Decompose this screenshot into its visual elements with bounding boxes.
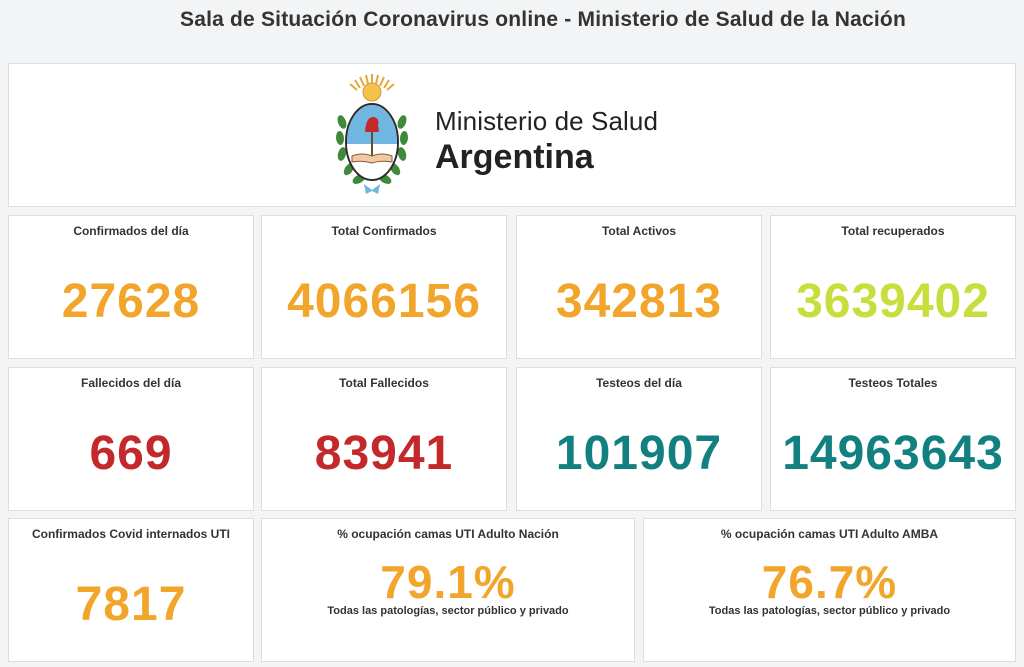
stat-label: Total Confirmados	[331, 224, 437, 238]
card-fallecidos-dia: Fallecidos del día 669	[8, 367, 254, 511]
card-total-fallecidos: Total Fallecidos 83941	[261, 367, 507, 511]
stat-value: 83941	[314, 427, 454, 480]
card-confirmados-dia: Confirmados del día 27628	[8, 215, 254, 359]
ministry-logo-card: Ministerio de Salud Argentina	[8, 63, 1016, 207]
card-testeos-totales: Testeos Totales 14963643	[770, 367, 1016, 511]
stat-value: 342813	[555, 275, 723, 328]
stat-value: 101907	[555, 427, 723, 480]
argentina-coat-of-arms-icon	[335, 74, 409, 194]
stat-value: 27628	[61, 275, 201, 328]
page-title: Sala de Situación Coronavirus online - M…	[179, 8, 906, 31]
stat-label: Testeos Totales	[848, 376, 938, 390]
stat-label: Testeos del día	[596, 376, 682, 390]
stat-label: Total recuperados	[841, 224, 945, 238]
stat-label: Fallecidos del día	[80, 376, 182, 390]
card-ocupacion-amba: % ocupación camas UTI Adulto AMBA 76.7% …	[643, 518, 1016, 662]
stat-value: 3639402	[796, 275, 990, 328]
card-total-recuperados: Total recuperados 3639402	[770, 215, 1016, 359]
stat-value: 76.7%	[761, 556, 898, 608]
card-testeos-dia: Testeos del día 101907	[516, 367, 762, 511]
card-total-activos: Total Activos 342813	[516, 215, 762, 359]
card-ocupacion-nacion: % ocupación camas UTI Adulto Nación 79.1…	[261, 518, 635, 662]
stat-subtitle: Todas las patologías, sector público y p…	[708, 605, 951, 617]
stat-value: 4066156	[287, 275, 481, 328]
stat-value: 7817	[75, 578, 187, 631]
brand-line2: Argentina	[435, 138, 594, 176]
stat-subtitle: Todas las patologías, sector público y p…	[327, 605, 569, 617]
stat-value: 79.1%	[380, 556, 516, 608]
stat-label: % ocupación camas UTI Adulto AMBA	[720, 527, 939, 541]
brand-line1: Ministerio de Salud	[435, 106, 659, 136]
stat-value: 14963643	[782, 427, 1004, 480]
stat-label: Total Activos	[601, 224, 676, 238]
card-total-confirmados: Total Confirmados 4066156	[261, 215, 507, 359]
stat-label: % ocupación camas UTI Adulto Nación	[337, 527, 559, 541]
stat-label: Total Fallecidos	[339, 376, 429, 390]
stat-label: Confirmados Covid internados UTI	[31, 527, 230, 541]
card-internados-uti: Confirmados Covid internados UTI 7817	[8, 518, 254, 662]
stat-label: Confirmados del día	[73, 224, 189, 238]
stat-value: 669	[89, 427, 173, 480]
